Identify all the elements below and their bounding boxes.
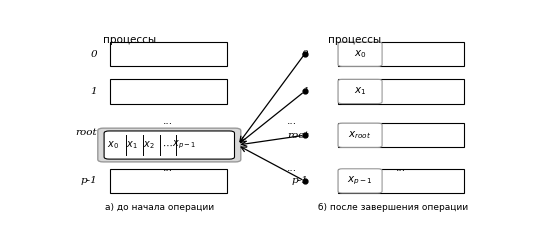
Text: ...: ... [163,163,173,173]
Text: б) после завершения операции: б) после завершения операции [318,203,467,212]
Text: ...: ... [163,116,173,126]
Text: а) до начала операции: а) до начала операции [105,203,214,212]
Text: p-1: p-1 [80,176,97,185]
Text: $x_1$: $x_1$ [354,86,366,97]
Bar [338,42,464,66]
Text: ...: ... [396,163,406,173]
Text: $x_{root}$: $x_{root}$ [348,129,372,141]
Bar [109,42,227,66]
Text: $x_1$: $x_1$ [126,139,137,151]
Text: ...: ... [287,116,297,126]
Text: root: root [75,129,97,137]
FancyBboxPatch shape [338,169,382,193]
Text: процессы: процессы [103,35,156,45]
Bar [338,169,464,193]
FancyBboxPatch shape [104,131,234,159]
Text: $x_2$: $x_2$ [143,139,155,151]
Text: 0: 0 [90,50,97,59]
Text: $\cdots$: $\cdots$ [162,140,172,150]
Text: p-1: p-1 [292,176,309,185]
Text: ...: ... [396,116,406,126]
Text: процессы: процессы [328,35,381,45]
Text: 0: 0 [302,50,309,59]
Bar [109,169,227,193]
Text: ...: ... [287,163,297,173]
Bar [338,79,464,104]
Text: 1: 1 [302,87,309,96]
FancyBboxPatch shape [338,123,382,147]
Bar [109,79,227,104]
FancyBboxPatch shape [338,42,382,66]
FancyBboxPatch shape [338,79,382,104]
Text: 1: 1 [90,87,97,96]
Text: $x_0$: $x_0$ [354,48,366,60]
Text: root: root [287,131,309,140]
Text: $x_0$: $x_0$ [107,139,118,151]
FancyBboxPatch shape [98,128,241,162]
Bar [338,123,464,147]
Text: $x_{p-1}$: $x_{p-1}$ [172,139,196,151]
Text: $x_{p-1}$: $x_{p-1}$ [347,175,373,187]
